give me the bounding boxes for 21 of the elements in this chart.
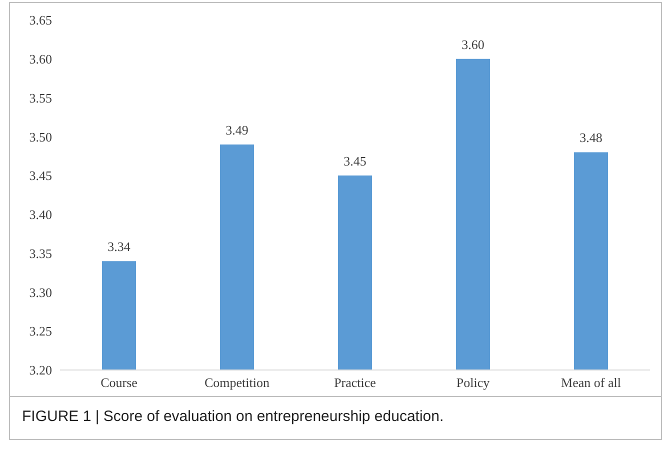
y-tick-label: 3.25 [29,324,52,339]
data-label: 3.49 [226,122,248,138]
y-tick-label: 3.55 [29,90,52,106]
data-label: 3.60 [462,36,484,52]
x-tick-label: Course [100,375,138,390]
y-tick-label: 3.40 [29,207,52,222]
y-tick-label: 3.60 [29,52,52,67]
x-tick-label: Policy [456,375,490,390]
y-tick-label: 3.30 [29,284,52,300]
x-tick-label: Practice [334,375,376,390]
y-tick-label: 3.45 [29,168,52,184]
y-tick-label: 3.50 [29,129,52,144]
data-label: 3.34 [108,239,131,254]
x-tick-label: Competition [204,375,270,390]
y-tick-label: 3.35 [29,246,52,261]
caption: FIGURE 1 | Score of evaluation on entrepreneurship education. [22,408,444,425]
data-label: 3.45 [344,154,366,169]
data-label: 3.48 [580,130,602,146]
y-tick-label: 3.65 [29,12,52,28]
x-tick-label: Mean of all [561,375,622,390]
y-tick-label: 3.20 [29,362,52,378]
